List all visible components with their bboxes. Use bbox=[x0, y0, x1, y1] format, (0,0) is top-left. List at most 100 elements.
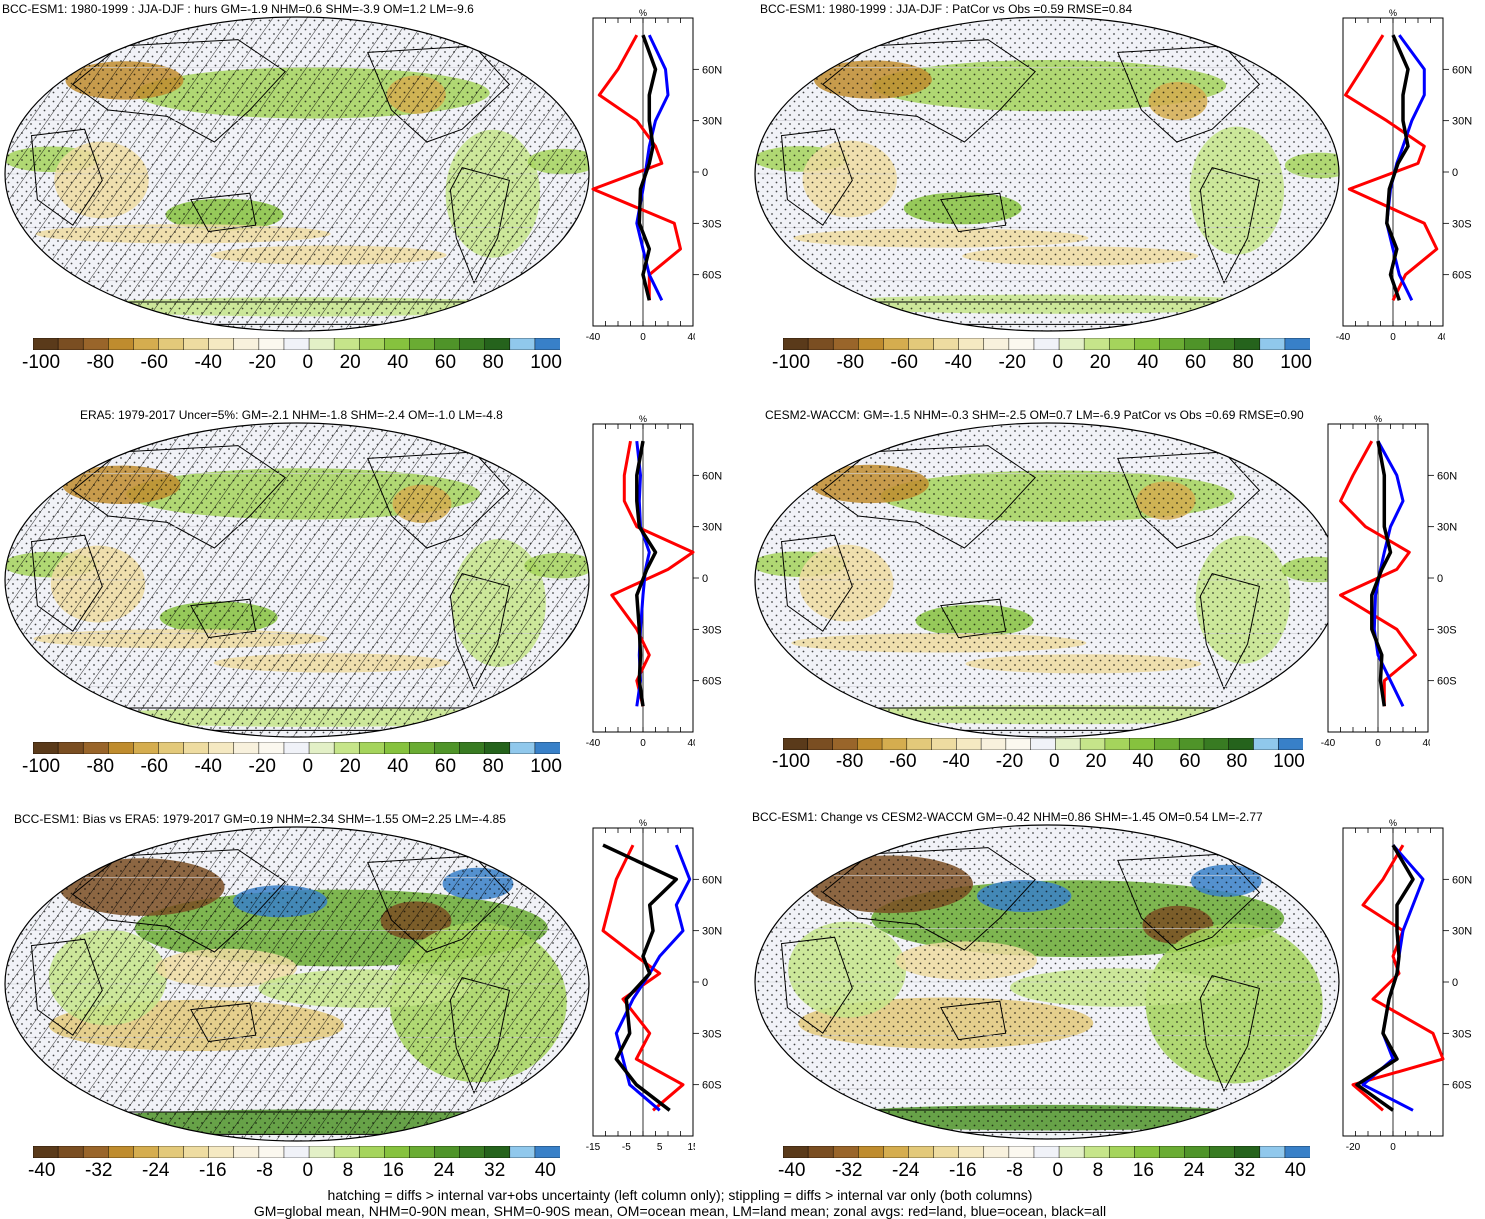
colorbar-tick-label: 60 bbox=[434, 352, 457, 373]
lat-tick-label: 60N bbox=[702, 874, 722, 886]
zonal-x-tick-label: -20 bbox=[1346, 1142, 1361, 1153]
zonal-series-all bbox=[1370, 440, 1393, 707]
colorbar-tick-label: -20 bbox=[995, 751, 1024, 772]
lat-tick-label: 60S bbox=[702, 676, 722, 688]
colorbar-tick-label: 20 bbox=[1085, 751, 1107, 772]
colorbar-swatch bbox=[258, 338, 285, 350]
zonal-series-land bbox=[610, 440, 695, 707]
colorbar-swatch bbox=[1184, 338, 1211, 350]
zonal-lat-axis: 60N 30N 0 30S 60S bbox=[1443, 874, 1472, 1092]
colorbar-tick-label: -40 bbox=[28, 1160, 56, 1181]
colorbar-tick-label: -60 bbox=[140, 756, 168, 777]
colorbar-tick-label: 40 bbox=[387, 352, 409, 373]
lat-tick-label: 60N bbox=[702, 470, 722, 482]
zonal-unit: % bbox=[1374, 414, 1382, 424]
colorbar-tick-label: 80 bbox=[482, 756, 504, 777]
zonal-x-tick-label: -5 bbox=[622, 1142, 631, 1153]
colorbar-tick-label: 16 bbox=[1132, 1160, 1154, 1181]
colorbar-tick-label: 20 bbox=[1089, 352, 1111, 373]
colorbar-swatch bbox=[158, 742, 185, 754]
colorbar-swatch bbox=[333, 1146, 360, 1158]
colorbar-tick-label: 32 bbox=[1234, 1160, 1256, 1181]
colorbar-swatch bbox=[333, 338, 360, 350]
footer-line-2: GM=global mean, NHM=0-90N mean, SHM=0-90… bbox=[253, 1203, 1107, 1219]
zonal-series-all bbox=[1355, 844, 1415, 1112]
zonal-x-tick-label: -40 bbox=[1321, 738, 1336, 749]
colorbar-swatch bbox=[233, 1146, 260, 1158]
colorbar-swatch bbox=[783, 738, 809, 750]
colorbar-swatch bbox=[807, 338, 834, 350]
lat-tick-label: 30N bbox=[702, 116, 722, 128]
colorbar-tick-label: -100 bbox=[22, 352, 61, 373]
colorbar-swatch bbox=[108, 1146, 135, 1158]
colorbar-tick-label: 80 bbox=[482, 352, 504, 373]
zonal-x-tick-label: -40 bbox=[586, 332, 601, 343]
zonal-mean-plot: % -40 0 40 bbox=[1336, 8, 1445, 343]
colorbar-swatch bbox=[958, 1146, 985, 1158]
colorbar-swatch bbox=[1134, 338, 1161, 350]
panel-title: BCC-ESM1: Change vs CESM2-WACCM GM=-0.42… bbox=[752, 810, 1263, 824]
zonal-mean-plot: % -40 0 40 bbox=[586, 8, 695, 343]
map-border bbox=[754, 16, 1340, 332]
zonal-series-land bbox=[591, 34, 682, 301]
zonal-series-all bbox=[635, 440, 658, 707]
colorbar-swatch bbox=[1079, 738, 1106, 750]
colorbar-swatch bbox=[509, 1146, 536, 1158]
colorbar bbox=[33, 338, 560, 350]
zonal-x-tick-label: -40 bbox=[586, 738, 601, 749]
panel-title: BCC-ESM1: 1980-1999 : JJA-DJF : PatCor v… bbox=[760, 2, 1133, 16]
colorbar-swatch bbox=[158, 1146, 185, 1158]
colorbar-swatch bbox=[57, 742, 84, 754]
lat-tick-label: 0 bbox=[702, 573, 708, 585]
zonal-x-tick-label: 40 bbox=[687, 738, 695, 749]
colorbar-tick-label: -60 bbox=[140, 352, 168, 373]
colorbar-swatch bbox=[434, 742, 461, 754]
colorbar-swatch bbox=[1277, 738, 1303, 750]
colorbar-swatch bbox=[858, 338, 885, 350]
stippling-overlay bbox=[755, 423, 1339, 737]
colorbar-swatch bbox=[958, 338, 985, 350]
colorbar-swatch bbox=[33, 1146, 59, 1158]
colorbar-swatch bbox=[857, 738, 883, 750]
colorbar-swatch bbox=[358, 1146, 386, 1158]
colorbar-labels: -40 -32 -24 -16 -8 0 8 16 24 32 40 bbox=[28, 1160, 556, 1182]
zonal-lat-axis: 60N 30N 0 30S 60S bbox=[693, 470, 722, 688]
colorbar-swatch bbox=[283, 338, 310, 350]
panel-title: ERA5: 1979-2017 Uncer=5%: GM=-2.1 NHM=-1… bbox=[80, 408, 503, 422]
colorbar-swatch bbox=[158, 338, 185, 350]
lat-tick-label: 60N bbox=[1452, 64, 1472, 76]
lat-tick-label: 60N bbox=[1452, 874, 1472, 886]
lat-tick-label: 30N bbox=[702, 926, 722, 938]
lat-tick-label: 30S bbox=[1452, 1028, 1472, 1040]
colorbar-swatch bbox=[1184, 1146, 1211, 1158]
colorbar bbox=[33, 742, 560, 754]
zonal-x-tick-label: 15 bbox=[687, 1142, 695, 1153]
colorbar-swatch bbox=[183, 1146, 210, 1158]
colorbar-tick-label: -80 bbox=[835, 751, 864, 772]
zonal-x-tick-label: -15 bbox=[586, 1142, 601, 1153]
colorbar-tick-label: 0 bbox=[302, 352, 314, 373]
colorbar-tick-label: 0 bbox=[302, 1160, 314, 1181]
colorbar-swatch bbox=[1134, 1146, 1161, 1158]
colorbar-swatch bbox=[108, 338, 135, 350]
colorbar-swatch bbox=[384, 1146, 411, 1158]
zonal-lat-axis: 60N 30N 0 30S 60S bbox=[1443, 64, 1472, 282]
colorbar-tick-label: -100 bbox=[772, 352, 811, 373]
zonal-lat-axis: 60N 30N 0 30S 60S bbox=[693, 64, 722, 282]
colorbar-swatch bbox=[82, 1146, 110, 1158]
colorbar-swatch bbox=[783, 1146, 809, 1158]
colorbar-swatch bbox=[308, 1146, 335, 1158]
colorbar-swatch bbox=[1284, 1146, 1310, 1158]
colorbar-swatch bbox=[1259, 1146, 1286, 1158]
colorbar-swatch bbox=[783, 338, 809, 350]
colorbar-tick-label: -40 bbox=[942, 751, 970, 772]
colorbar-swatch bbox=[1253, 738, 1279, 750]
colorbar-swatch bbox=[1104, 738, 1131, 750]
lat-tick-label: 60N bbox=[1437, 470, 1457, 482]
lat-tick-label: 30S bbox=[702, 624, 722, 636]
colorbar-tick-label: -60 bbox=[889, 751, 917, 772]
colorbar-swatch bbox=[133, 1146, 160, 1158]
colorbar-swatch bbox=[858, 1146, 885, 1158]
lat-tick-label: 30N bbox=[1452, 116, 1472, 128]
zonal-x-tick-label: 40 bbox=[687, 332, 695, 343]
